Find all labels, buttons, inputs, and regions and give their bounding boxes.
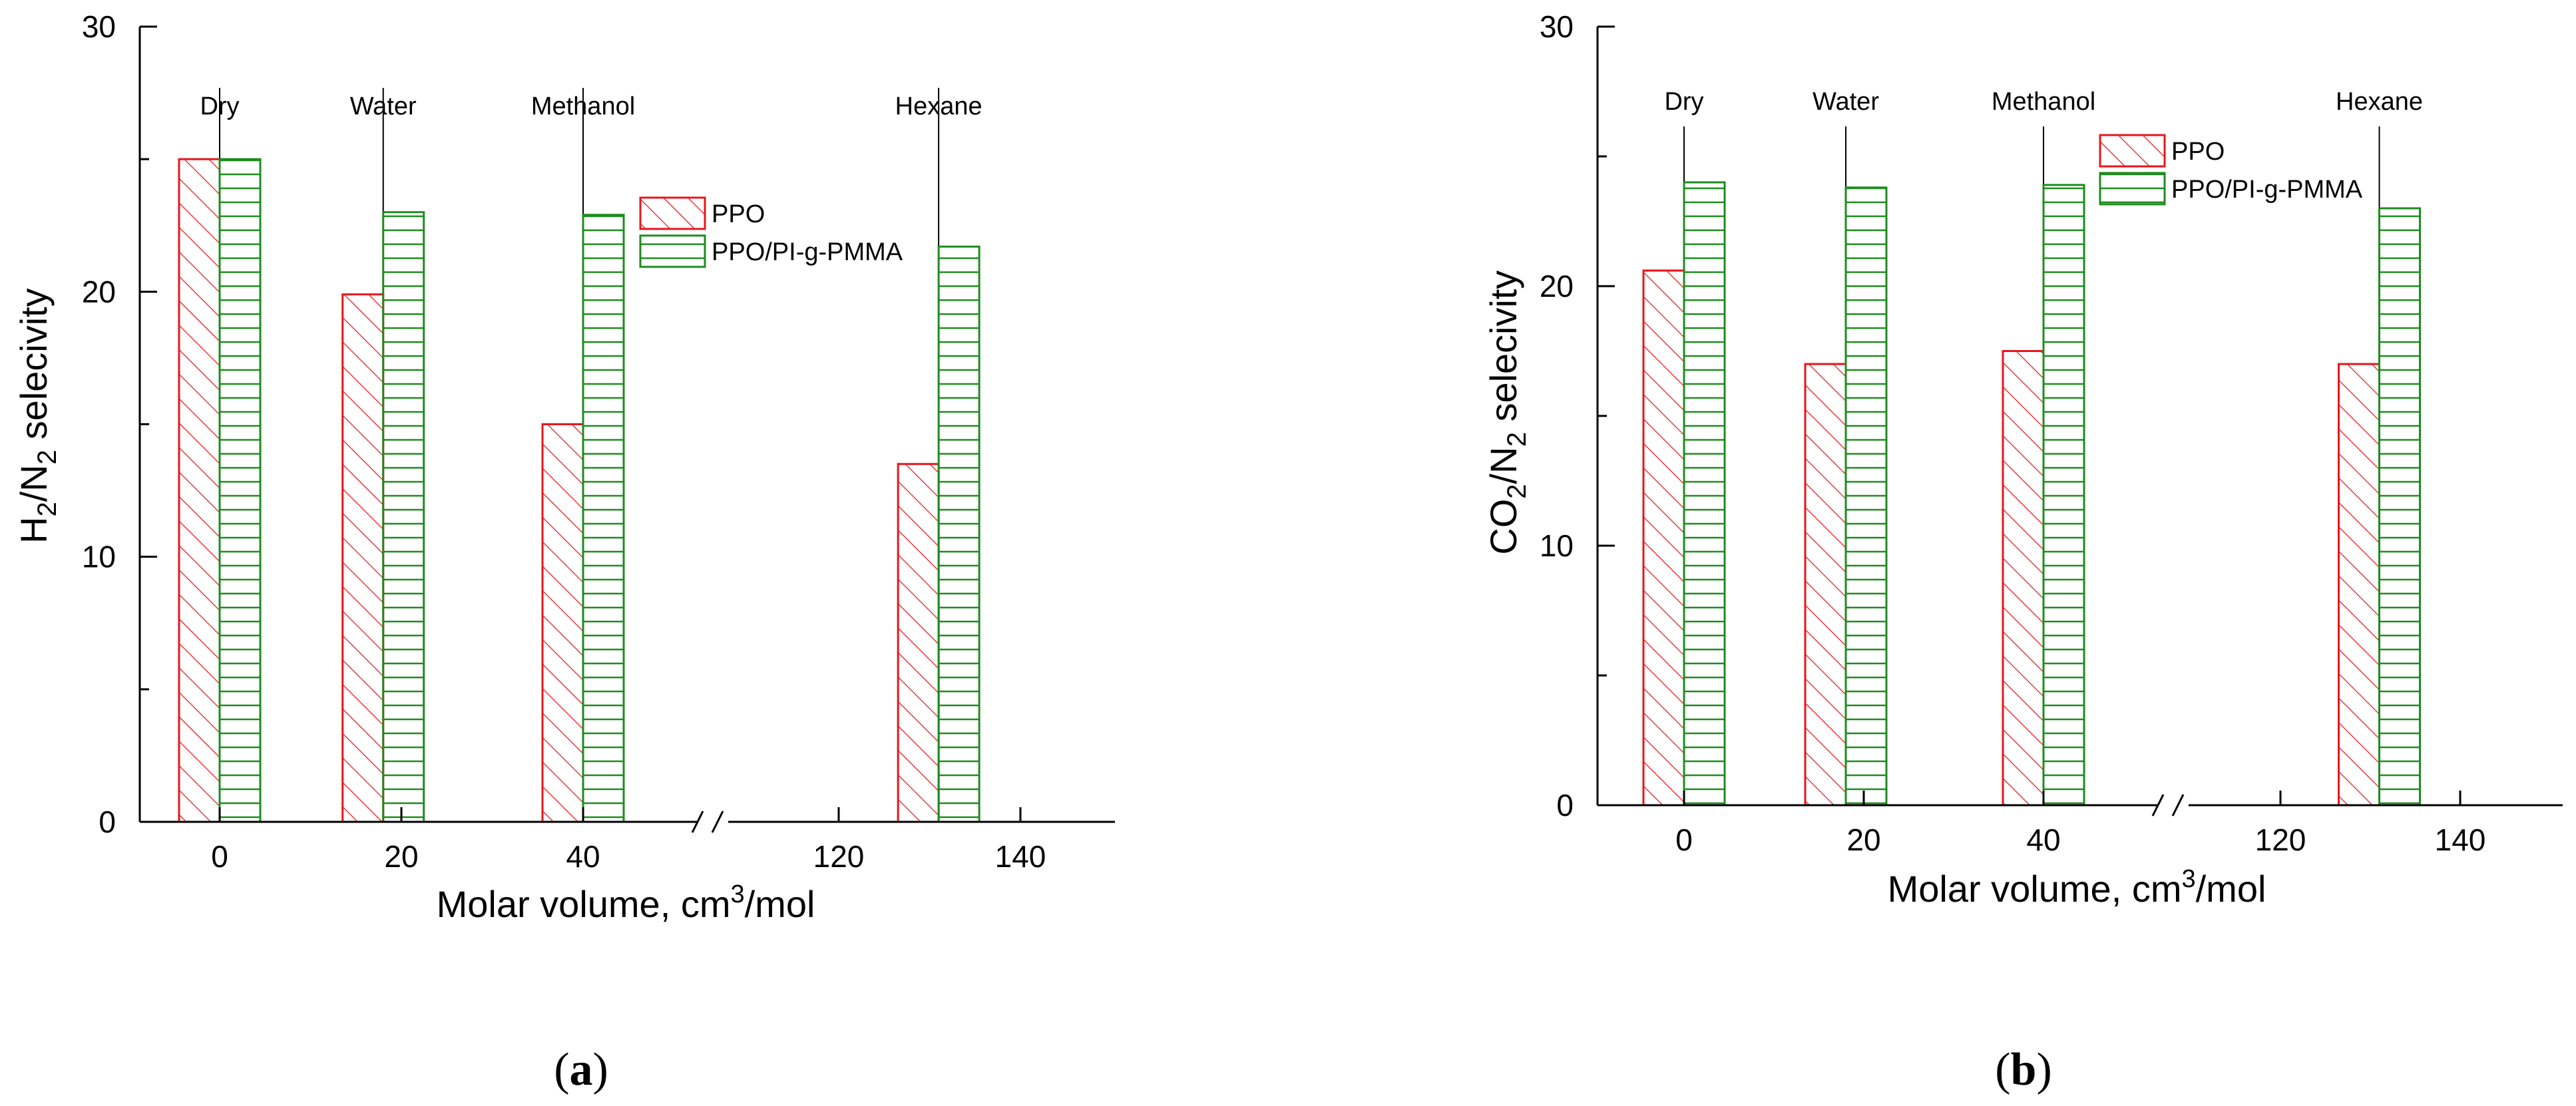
y-axis-label: CO2/N2 selecivity [1482, 270, 1532, 554]
bar-ppo-hexane [2338, 363, 2380, 807]
y-tick-label: 20 [82, 274, 116, 309]
axis-break-mark [2151, 794, 2165, 817]
x-tick-label: 20 [1846, 823, 1880, 857]
x-tick-label: 140 [995, 839, 1046, 874]
legend-swatch-ppo [639, 196, 706, 230]
chart-panel-b: CO2/N2 selecivity Molar volume, cm3/mol … [1482, 9, 2563, 1095]
x-tick-label: 0 [1675, 823, 1693, 857]
bar-ppo-pi-g-pmma-dry [1683, 181, 1726, 807]
category-label: Water [1813, 88, 1879, 116]
y-tick-label: 30 [1540, 9, 1574, 44]
y-tick-label: 10 [82, 540, 116, 574]
category-label: Dry [1664, 88, 1703, 116]
y-tick-label: 20 [1540, 269, 1574, 303]
x-tick-label: 40 [2026, 823, 2060, 857]
bar-ppo-water [341, 293, 385, 823]
legend-label: PPO/PI-g-PMMA [712, 238, 903, 266]
bar-ppo-pi-g-pmma-water [382, 211, 425, 823]
x-axis-label: Molar volume, cm3/mol [1888, 865, 2266, 910]
x-tick-label: 120 [813, 839, 865, 874]
x-tick-label: 0 [211, 839, 228, 874]
bar-ppo-pi-g-pmma-hexane [937, 246, 980, 823]
panel-caption: (b) [1995, 1044, 2052, 1095]
legend-swatch-ppo-pi-g-pmma [2099, 172, 2166, 206]
bar-ppo-pi-g-pmma-hexane [2378, 207, 2421, 807]
x-tick-label: 40 [566, 839, 600, 874]
legend: PPO PPO/PI-g-PMMA [2099, 134, 2363, 206]
legend-swatch-ppo [2099, 134, 2166, 168]
category-label: Hexane [2336, 88, 2423, 116]
legend-label: PPO [712, 200, 765, 228]
bar-ppo-hexane [897, 462, 940, 823]
axis-break-mark [711, 811, 724, 833]
category-label: Hexane [895, 92, 982, 120]
category-label: Water [350, 92, 417, 120]
y-axis-label: H2/N2 selecivity [13, 288, 62, 544]
y-tick-label: 30 [82, 9, 116, 44]
category-label: Methanol [1992, 88, 2095, 116]
y-tick-label: 10 [1540, 528, 1574, 563]
legend-label: PPO/PI-g-PMMA [2171, 176, 2363, 204]
axis-break-mark [691, 811, 704, 833]
category-label: Methanol [531, 92, 635, 120]
bar-ppo-methanol [2002, 350, 2045, 807]
bar-ppo-methanol [541, 423, 584, 823]
svg-text:CO2/N2 selecivity: CO2/N2 selecivity [1482, 270, 1532, 554]
legend-label: PPO [2171, 138, 2225, 166]
bar-ppo-pi-g-pmma-dry [218, 158, 262, 823]
bar-ppo-dry [178, 158, 221, 823]
x-axis-label: Molar volume, cm3/mol [437, 880, 815, 925]
x-tick-label: 140 [2435, 823, 2486, 857]
bar-ppo-pi-g-pmma-methanol [582, 214, 625, 823]
y-tick-label: 0 [1556, 788, 1574, 823]
axis-break-mark [2171, 794, 2185, 817]
bar-ppo-dry [1642, 270, 1685, 807]
legend: PPO PPO/PI-g-PMMA [639, 196, 903, 268]
svg-text:H2/N2 selecivity: H2/N2 selecivity [13, 288, 62, 544]
chart-panel-a: H2/N2 selecivity Molar volume, cm3/mol (… [13, 9, 1115, 1095]
category-label: Dry [200, 92, 239, 120]
bar-ppo-water [1804, 363, 1847, 807]
bar-ppo-pi-g-pmma-methanol [2042, 184, 2085, 807]
legend-swatch-ppo-pi-g-pmma [639, 234, 706, 268]
x-tick-label: 120 [2255, 823, 2306, 857]
bar-ppo-pi-g-pmma-water [1844, 186, 1888, 807]
x-tick-label: 20 [384, 839, 418, 874]
y-tick-label: 0 [99, 805, 116, 839]
panel-caption: (a) [554, 1044, 608, 1095]
